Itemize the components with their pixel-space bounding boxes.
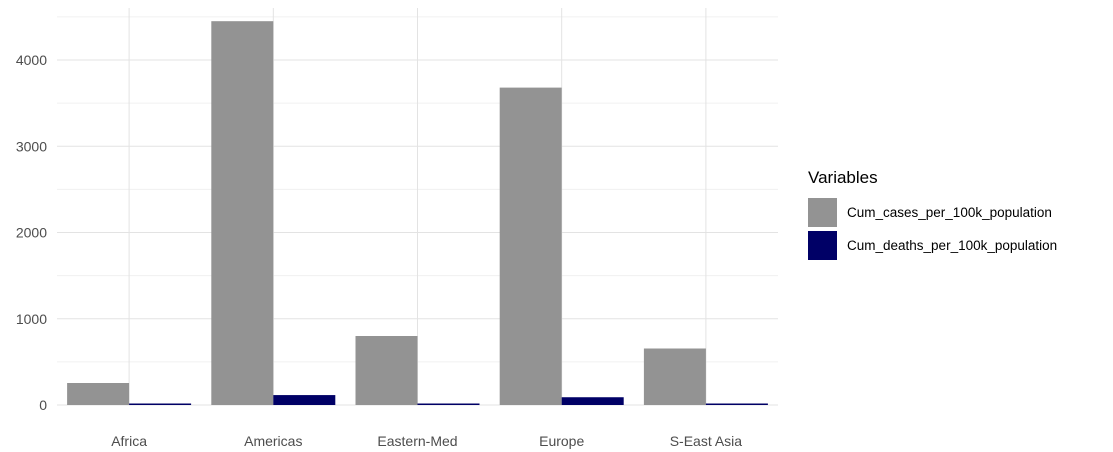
y-tick-label: 4000 xyxy=(16,52,47,68)
y-tick-label: 2000 xyxy=(16,225,47,241)
y-tick-label: 1000 xyxy=(16,311,47,327)
legend-key-deaths xyxy=(808,231,837,260)
bar-cases-eastern-med xyxy=(355,336,418,405)
bar-deaths-s-east-asia xyxy=(705,403,768,405)
bar-cases-europe xyxy=(499,87,562,405)
bar-deaths-americas xyxy=(273,395,336,405)
x-tick-label: Africa xyxy=(111,433,147,449)
x-tick-label: Americas xyxy=(244,433,302,449)
y-tick-label: 3000 xyxy=(16,138,47,154)
bar-deaths-africa xyxy=(129,403,192,405)
bar-cases-americas xyxy=(211,21,274,405)
bar-deaths-europe xyxy=(561,397,624,405)
legend-key-cases xyxy=(808,198,837,227)
x-tick-label: S-East Asia xyxy=(670,433,743,449)
x-tick-label: Eastern-Med xyxy=(377,433,457,449)
x-tick-label: Europe xyxy=(539,433,584,449)
bars xyxy=(67,21,768,405)
legend: Variables Cum_cases_per_100k_population Cu… xyxy=(808,168,1057,260)
axes: 0 1000 2000 3000 4000 Africa Americas Eastern-M… xyxy=(16,52,742,449)
y-tick-label: 0 xyxy=(39,397,47,413)
legend-label-cases: Cum_cases_per_100k_population xyxy=(847,205,1052,220)
legend-label-deaths: Cum_deaths_per_100k_population xyxy=(847,238,1057,253)
bar-cases-s-east-asia xyxy=(643,348,706,405)
legend-title: Variables xyxy=(808,168,878,187)
bar-cases-africa xyxy=(67,383,130,405)
bar-deaths-eastern-med xyxy=(417,403,480,405)
